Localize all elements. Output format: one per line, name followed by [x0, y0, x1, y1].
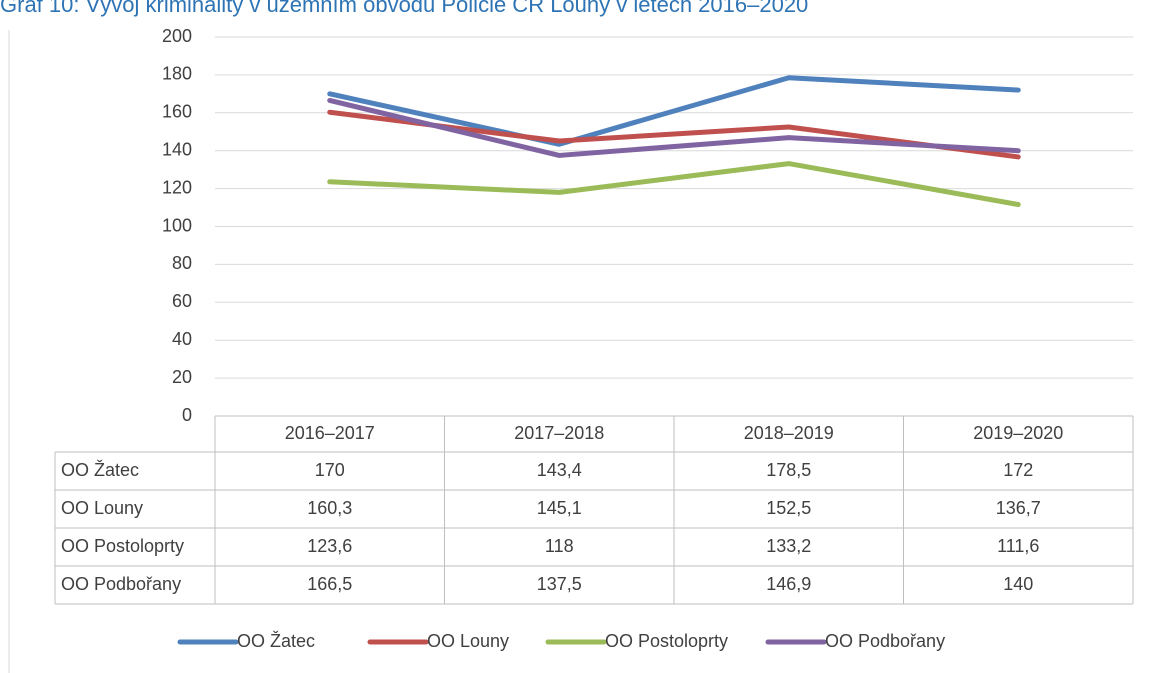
table-row-label: OO Louny — [61, 498, 143, 518]
y-tick-label: 60 — [172, 291, 192, 311]
table-cell: 172 — [1003, 460, 1033, 480]
table-cell: 118 — [545, 536, 574, 556]
series-line — [327, 161, 1021, 208]
table-cell: 136,7 — [996, 498, 1041, 518]
table-cell: 152,5 — [766, 498, 811, 518]
y-tick-label: 140 — [162, 139, 192, 159]
y-tick-label: 80 — [172, 253, 192, 273]
legend-label: OO Žatec — [237, 631, 315, 651]
x-tick-label: 2018–2019 — [744, 423, 834, 443]
table-cell: 146,9 — [766, 574, 811, 594]
y-tick-label: 0 — [182, 405, 192, 425]
y-tick-label: 40 — [172, 329, 192, 349]
table-cell: 137,5 — [537, 574, 582, 594]
legend-label: OO Postoloprty — [605, 631, 728, 651]
table-cell: 133,2 — [766, 536, 811, 556]
table-cell: 160,3 — [307, 498, 352, 518]
chart-title: Graf 10: Vývoj kriminality v územním obv… — [0, 0, 808, 17]
y-tick-label: 180 — [162, 64, 192, 84]
table-row-label: OO Žatec — [61, 460, 139, 480]
y-tick-label: 160 — [162, 102, 192, 122]
table-cell: 145,1 — [537, 498, 582, 518]
y-tick-label: 200 — [162, 26, 192, 46]
table-cell: 140 — [1003, 574, 1033, 594]
table-cell: 123,6 — [307, 536, 352, 556]
y-tick-label: 120 — [162, 177, 192, 197]
table-cell: 111,6 — [997, 536, 1039, 556]
y-tick-label: 20 — [172, 367, 192, 387]
table-cell: 166,5 — [307, 574, 352, 594]
legend-label: OO Louny — [427, 631, 509, 651]
series-line — [327, 97, 1021, 158]
x-tick-label: 2016–2017 — [285, 423, 375, 443]
x-tick-label: 2019–2020 — [973, 423, 1063, 443]
x-tick-label: 2017–2018 — [514, 423, 604, 443]
table-cell: 170 — [315, 460, 345, 480]
table-cell: 143,4 — [537, 460, 582, 480]
series-line — [327, 75, 1021, 147]
table-row-label: OO Podbořany — [61, 574, 181, 594]
legend-label: OO Podbořany — [825, 631, 945, 651]
y-tick-label: 100 — [162, 215, 192, 235]
table-cell: 178,5 — [766, 460, 811, 480]
table-row-label: OO Postoloprty — [61, 536, 184, 556]
